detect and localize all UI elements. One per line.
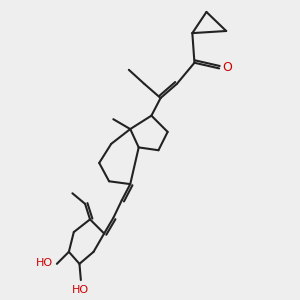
Text: O: O (223, 61, 232, 74)
Text: HO: HO (36, 258, 53, 268)
Text: HO: HO (72, 285, 89, 295)
